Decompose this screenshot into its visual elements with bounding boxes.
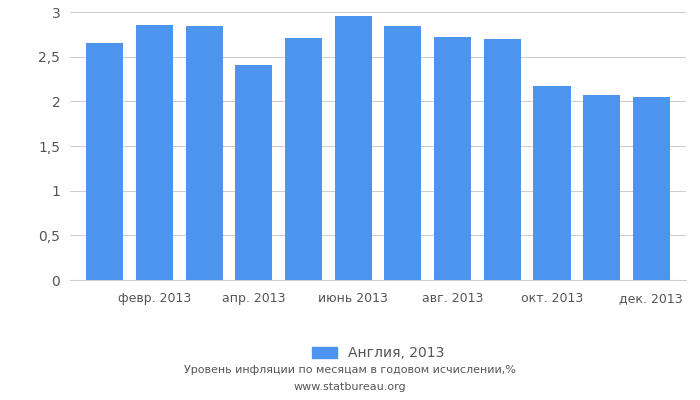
Bar xyxy=(484,39,521,280)
Bar xyxy=(335,16,372,280)
Bar xyxy=(633,97,670,280)
Bar xyxy=(186,26,223,280)
Legend: Англия, 2013: Англия, 2013 xyxy=(306,340,450,366)
Bar xyxy=(583,95,620,280)
Bar xyxy=(384,26,421,280)
Bar xyxy=(235,65,272,280)
Bar xyxy=(86,43,123,280)
Bar xyxy=(285,38,322,280)
Bar xyxy=(136,24,173,280)
Bar xyxy=(434,37,471,280)
Text: www.statbureau.org: www.statbureau.org xyxy=(294,382,406,392)
Text: Уровень инфляции по месяцам в годовом исчислении,%: Уровень инфляции по месяцам в годовом ис… xyxy=(184,365,516,375)
Bar xyxy=(533,86,570,280)
